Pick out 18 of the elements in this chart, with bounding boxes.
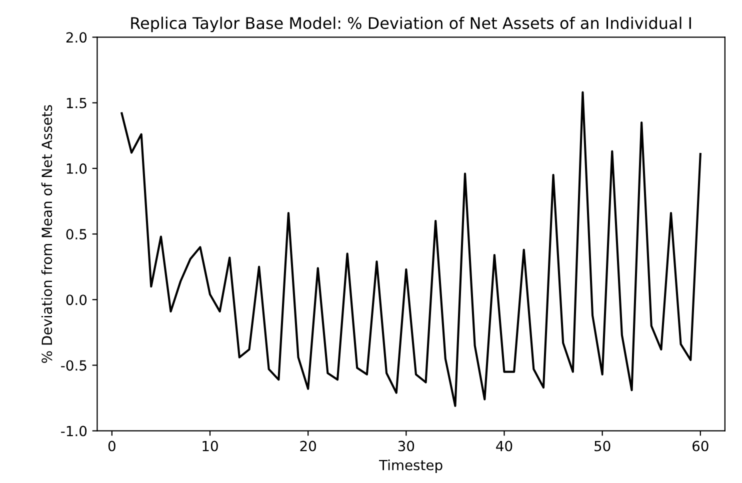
y-tick-label: -1.0: [61, 426, 87, 436]
x-tick-label: 30: [398, 440, 414, 452]
y-axis-title: % Deviation from Mean of Net Assets: [41, 105, 52, 363]
x-tick-label: 50: [594, 440, 610, 452]
y-tick-label: 1.5: [66, 98, 86, 108]
x-axis-title: Timestep: [379, 460, 442, 473]
x-tick-label: 0: [108, 440, 116, 452]
chart-title: Replica Taylor Base Model: % Deviation of Net Assets of an Individual I: [131, 16, 691, 32]
x-tick-label: 20: [300, 440, 316, 452]
y-tick-label: 0.0: [66, 294, 87, 306]
x-tick-label: 10: [202, 440, 218, 452]
x-tick-label: 60: [692, 440, 708, 452]
y-tick-label: 1.0: [66, 163, 87, 174]
line-series: [120, 91, 702, 407]
x-tick-label: 40: [496, 440, 512, 452]
y-tick-label: -0.5: [61, 360, 86, 371]
y-tick-label: 2.0: [66, 32, 87, 43]
y-tick-label: 0.5: [66, 228, 86, 240]
